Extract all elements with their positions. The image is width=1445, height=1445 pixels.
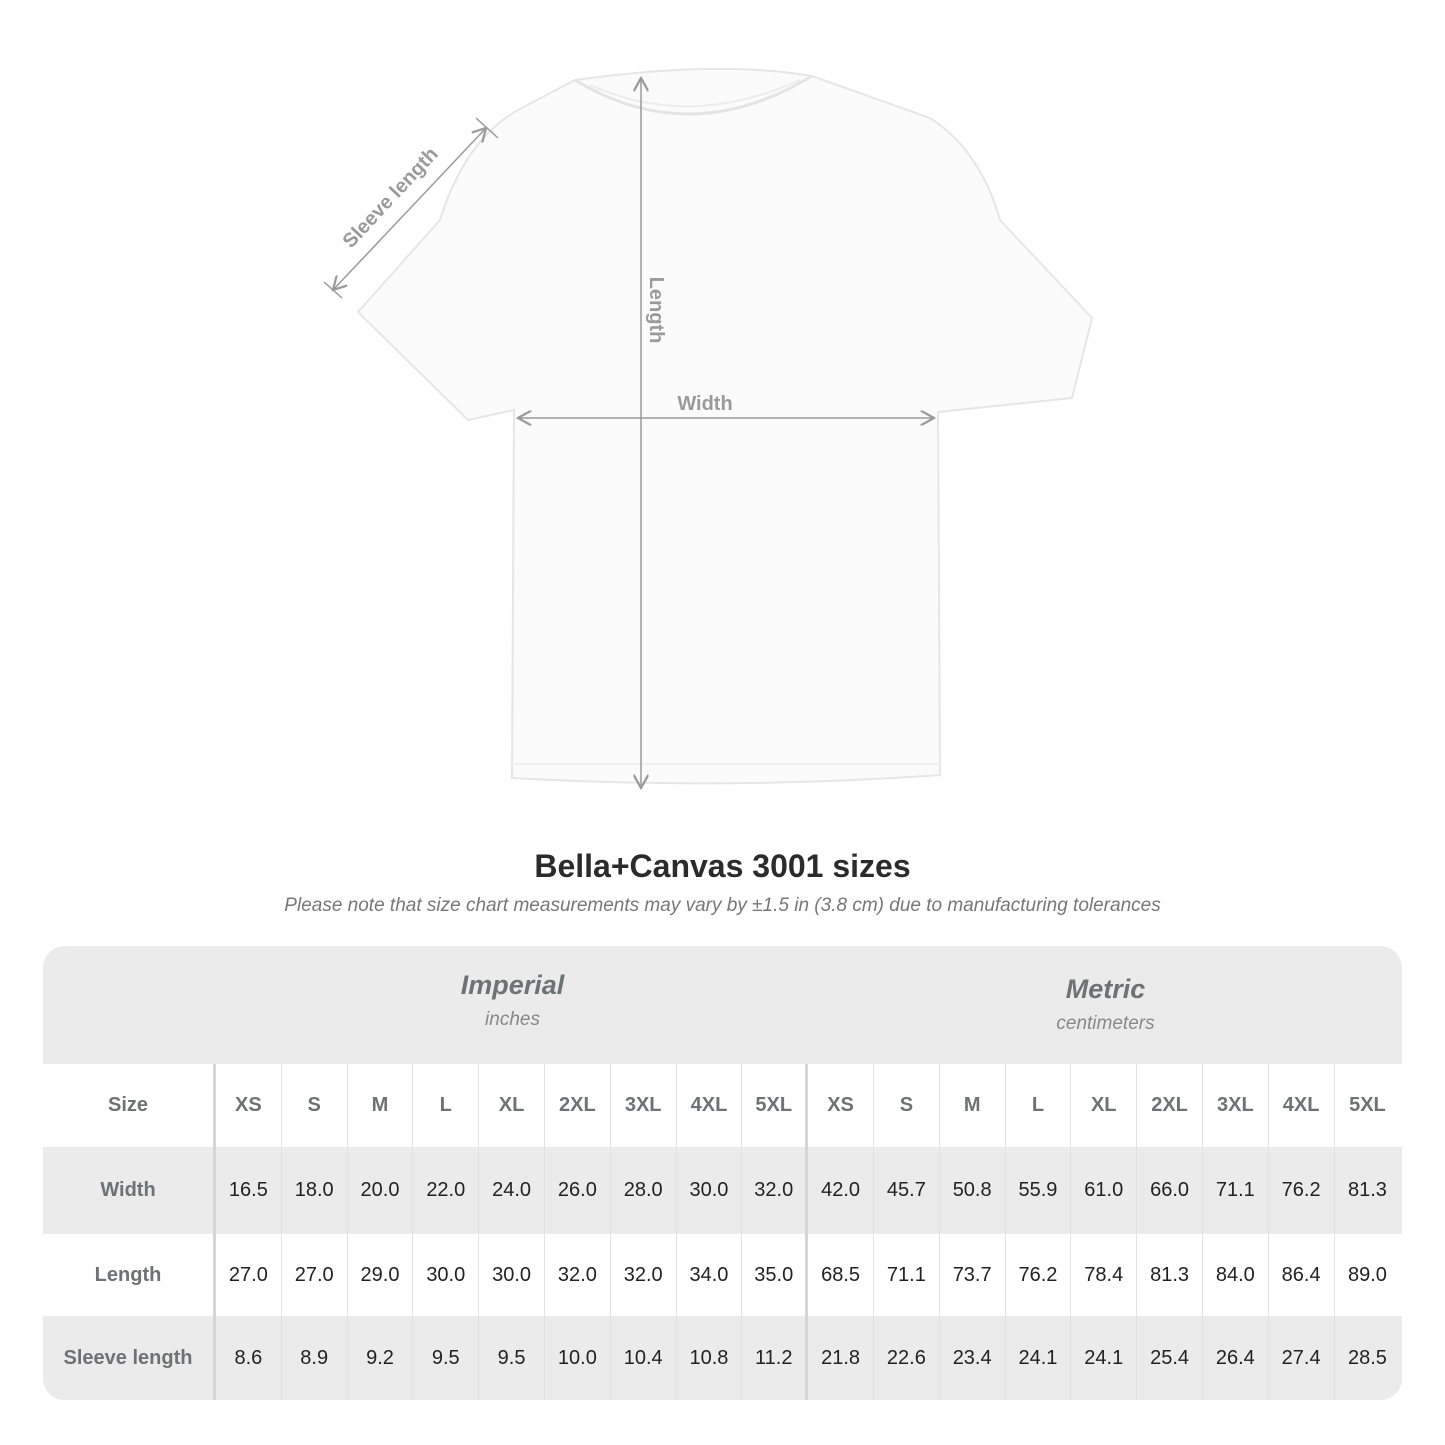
- table-cell: 76.2: [1269, 1147, 1335, 1234]
- size-header-cell: L: [413, 1064, 480, 1147]
- table-cell: 16.5: [216, 1147, 282, 1234]
- size-header-cell: S: [874, 1064, 940, 1147]
- table-cell: 20.0: [348, 1147, 414, 1234]
- table-cell: 32.0: [545, 1234, 611, 1316]
- table-cell: 27.0: [216, 1234, 282, 1316]
- size-header-cell: XL: [479, 1064, 545, 1147]
- table-cell: 76.2: [1006, 1234, 1072, 1316]
- table-cell: 23.4: [940, 1316, 1006, 1400]
- row-label: Size: [43, 1064, 216, 1147]
- table-cell: 29.0: [348, 1234, 414, 1316]
- table-cell: 30.0: [677, 1147, 743, 1234]
- table-cell: 24.0: [479, 1147, 545, 1234]
- row-label: Length: [43, 1234, 216, 1316]
- table-cell: 10.8: [677, 1316, 743, 1400]
- table-cell: 24.1: [1071, 1316, 1138, 1400]
- table-cell: 71.1: [874, 1234, 940, 1316]
- size-header-cell: 2XL: [545, 1064, 611, 1147]
- size-header-cell: 4XL: [677, 1064, 743, 1147]
- imperial-header: Imperial inches: [216, 946, 809, 1064]
- table-cell: 24.1: [1006, 1316, 1072, 1400]
- sleeve-length-arrow: [333, 128, 486, 290]
- length-label: Length: [645, 277, 667, 344]
- size-header-cell: 3XL: [611, 1064, 677, 1147]
- size-header-cell: 5XL: [1349, 1094, 1386, 1116]
- size-header-cell: XS: [216, 1064, 282, 1147]
- table-cell: 22.6: [874, 1316, 940, 1400]
- tolerance-note: Please note that size chart measurements…: [284, 895, 1161, 916]
- row-label: Width: [43, 1147, 216, 1234]
- table-cell: 32.0: [742, 1147, 809, 1234]
- table-row: Sleeve length 8.6 8.9 9.2 9.5 9.5 10.0 10.4 10.8…: [43, 1316, 1402, 1400]
- imperial-unit: inches: [485, 1009, 540, 1030]
- table-row: Length 27.0 27.0 29.0 30.0 30.0 32.0 32.0 34.0 35…: [43, 1234, 1402, 1316]
- tshirt-diagram: Length Width Sleeve length: [323, 67, 1094, 820]
- table-cell: 84.0: [1203, 1234, 1269, 1316]
- size-header-cell: 3XL: [1203, 1064, 1269, 1147]
- table-cell: 8.6: [216, 1316, 282, 1400]
- table-cell: 68.5: [808, 1234, 874, 1316]
- table-cell: 9.5: [413, 1316, 480, 1400]
- size-header-cell: 4XL: [1269, 1064, 1335, 1147]
- table-cell: 26.0: [545, 1147, 611, 1234]
- table-cell: 78.4: [1071, 1234, 1138, 1316]
- metric-title: Metric: [1065, 974, 1146, 1004]
- table-cell: 22.0: [413, 1147, 480, 1234]
- size-header-cell: M: [940, 1064, 1006, 1147]
- size-header-cell: 2XL: [1137, 1064, 1203, 1147]
- size-header-cell: S: [282, 1064, 348, 1147]
- size-table: Imperial inches Metric centimeters Size X…: [43, 946, 1402, 1400]
- table-cell: 81.3: [1347, 1179, 1387, 1201]
- table-cell: 9.5: [479, 1316, 545, 1400]
- table-cell: 42.0: [808, 1147, 874, 1234]
- table-cell: 61.0: [1071, 1147, 1138, 1234]
- size-header-cell: XL: [1071, 1064, 1138, 1147]
- page-title: Bella+Canvas 3001 sizes: [534, 848, 911, 884]
- table-cell: 30.0: [413, 1234, 480, 1316]
- table-cell: 11.2: [742, 1316, 809, 1400]
- table-cell: 50.8: [940, 1147, 1006, 1234]
- table-cell: 27.0: [282, 1234, 348, 1316]
- table-row: Width 16.5 18.0 20.0 22.0 24.0 26.0 28.0 30.0 32.…: [43, 1147, 1402, 1234]
- table-cell: 89.0: [1347, 1263, 1387, 1286]
- imperial-title: Imperial: [460, 970, 565, 1000]
- size-header-cell: M: [348, 1064, 414, 1147]
- table-cell: 18.0: [282, 1147, 348, 1234]
- table-cell: 28.5: [1347, 1346, 1387, 1369]
- table-cell: 8.9: [282, 1316, 348, 1400]
- table-cell: 25.4: [1137, 1316, 1203, 1400]
- table-cell: 66.0: [1137, 1147, 1203, 1234]
- size-header-row: Size XS S M L XL 2XL 3XL 4XL 5XL XS S M L XL 2XL 3XL 4XL 5…: [43, 1064, 1402, 1147]
- table-cell: 86.4: [1269, 1234, 1335, 1316]
- table-cell: 9.2: [348, 1316, 414, 1400]
- table-cell: 34.0: [677, 1234, 743, 1316]
- row-label: Sleeve length: [43, 1316, 216, 1400]
- table-cell: 45.7: [874, 1147, 940, 1234]
- table-cell: 55.9: [1006, 1147, 1072, 1234]
- table-cell: 32.0: [611, 1234, 677, 1316]
- table-cell: 71.1: [1203, 1147, 1269, 1234]
- table-cell: 27.4: [1269, 1316, 1335, 1400]
- table-cell: 26.4: [1203, 1316, 1269, 1400]
- metric-unit: centimeters: [1056, 1013, 1155, 1034]
- size-header-cell: L: [1006, 1064, 1072, 1147]
- table-cell: 73.7: [940, 1234, 1006, 1316]
- table-cell: 28.0: [611, 1147, 677, 1234]
- table-cell: 30.0: [479, 1234, 545, 1316]
- width-label: Width: [677, 393, 732, 415]
- table-cell: 10.0: [545, 1316, 611, 1400]
- table-cell: 10.4: [611, 1316, 677, 1400]
- metric-header: Metric centimeters: [809, 946, 1402, 1064]
- table-cell: 81.3: [1137, 1234, 1203, 1316]
- table-cell: 35.0: [742, 1234, 809, 1316]
- size-header-cell: 5XL: [742, 1064, 809, 1147]
- size-header-cell: XS: [808, 1064, 874, 1147]
- table-cell: 21.8: [808, 1316, 874, 1400]
- tshirt-shape: [356, 67, 1094, 785]
